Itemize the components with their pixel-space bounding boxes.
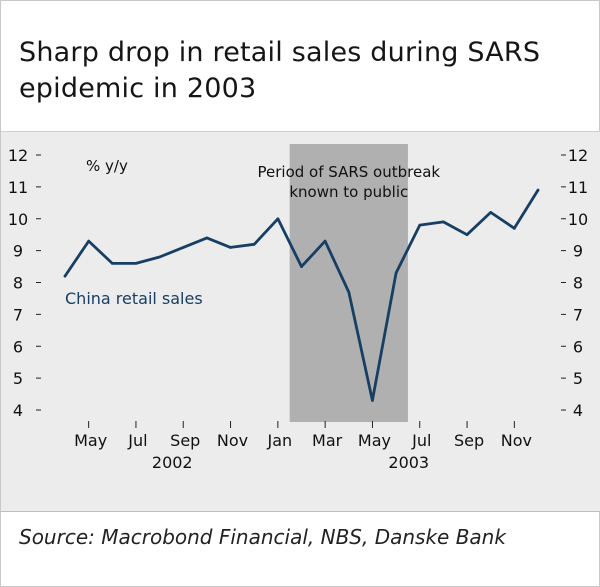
data-point <box>394 271 398 275</box>
axis-layer <box>36 154 566 428</box>
y-tick-label-left: 8 <box>13 274 23 293</box>
y-tick-label-left: 10 <box>8 210 28 229</box>
data-point <box>181 246 185 249</box>
x-tick-label: Sep <box>454 431 484 450</box>
data-point <box>134 262 138 265</box>
y-tick-label-left: 12 <box>8 146 28 165</box>
data-point <box>442 220 445 224</box>
y-tick-label-right: 12 <box>568 146 588 165</box>
x-tick-label: May <box>74 431 107 450</box>
data-point <box>205 236 209 240</box>
shaded-period-label-line1: Period of SARS outbreak <box>258 163 441 181</box>
x-tick-label: Nov <box>501 431 532 450</box>
y-tick-label-left: 6 <box>13 337 23 356</box>
data-point <box>536 188 540 192</box>
x-year-label: 2002 <box>152 453 193 472</box>
label-layer: Period of SARS outbreak known to public 4 4… <box>8 146 588 472</box>
data-point <box>63 274 67 278</box>
y-tick-label-left: 7 <box>13 305 23 324</box>
data-point <box>276 217 280 221</box>
shade-layer <box>289 144 408 422</box>
x-tick-label: Mar <box>312 431 343 450</box>
x-tick-label: Jul <box>411 431 431 450</box>
x-tick-label: May <box>358 431 391 450</box>
x-tick-label: Sep <box>170 431 200 450</box>
y-tick-label-right: 8 <box>573 274 583 293</box>
y-tick-label-right: 7 <box>573 305 583 324</box>
data-point <box>252 242 256 246</box>
data-point <box>513 227 516 230</box>
data-point <box>300 265 303 268</box>
y-tick-label-right: 10 <box>568 210 588 229</box>
data-point <box>418 223 422 227</box>
x-tick-label: Nov <box>217 431 248 450</box>
chart-area: Period of SARS outbreak known to public 4 4… <box>1 131 600 512</box>
data-point <box>465 233 469 236</box>
shaded-period-label-line2: known to public <box>289 183 408 201</box>
x-tick-label: Jul <box>127 431 147 450</box>
y-tick-label-right: 11 <box>568 178 588 197</box>
y-tick-label-right: 4 <box>573 401 583 420</box>
data-point <box>87 239 90 243</box>
y-tick-label-left: 5 <box>13 369 23 388</box>
y-tick-label-left: 9 <box>13 242 23 261</box>
data-point <box>158 255 161 259</box>
line-chart: Period of SARS outbreak known to public 4 4… <box>8 144 588 472</box>
data-point <box>229 246 232 249</box>
series-label-china-retail-sales: China retail sales <box>65 289 203 308</box>
data-point <box>371 399 374 402</box>
data-point <box>323 239 327 243</box>
y-tick-label-right: 6 <box>573 337 583 356</box>
y-axis-unit-label: % y/y <box>86 157 128 175</box>
data-point <box>347 290 351 294</box>
sars-shaded-period <box>289 144 408 422</box>
x-tick-label: Jan <box>267 431 293 450</box>
y-tick-label-left: 11 <box>8 178 28 197</box>
y-tick-label-left: 4 <box>13 401 23 420</box>
footer-divider <box>1 511 600 512</box>
y-tick-label-right: 5 <box>573 369 583 388</box>
source-note: Source: Macrobond Financial, NBS, Danske… <box>19 525 506 549</box>
y-tick-label-right: 9 <box>573 242 583 261</box>
series-layer <box>63 188 540 402</box>
data-point <box>489 211 493 214</box>
data-point <box>111 262 114 265</box>
x-year-label: 2003 <box>388 453 429 472</box>
chart-title: Sharp drop in retail sales during SARS e… <box>19 37 541 104</box>
